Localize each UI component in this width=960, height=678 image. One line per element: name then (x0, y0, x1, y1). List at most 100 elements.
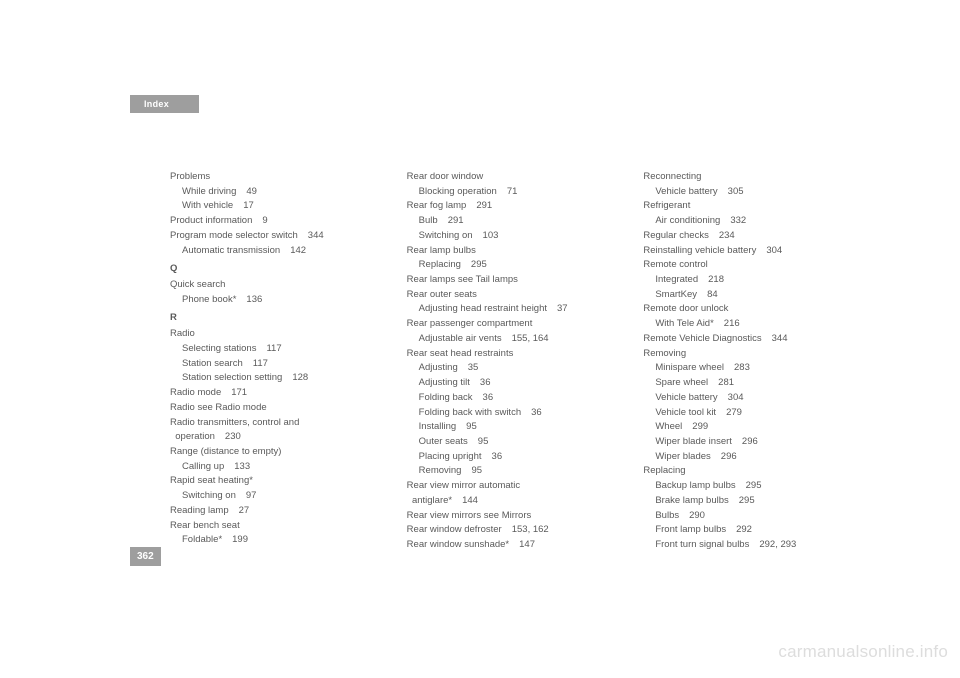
index-entry-text: Placing upright (419, 451, 482, 462)
index-entry-page: 95 (478, 436, 489, 447)
index-entry-page: 296 (721, 451, 737, 462)
index-entry: Problems (170, 170, 377, 185)
index-entry: Calling up133 (170, 460, 377, 475)
index-entry: Bulb291 (407, 214, 614, 229)
index-entry-page: 344 (308, 230, 324, 241)
index-entry-text: Adjusting head restraint height (419, 303, 547, 314)
index-entry-page: 17 (243, 200, 254, 211)
index-entry-text: Reading lamp (170, 505, 229, 516)
index-entry-text: antiglare* (407, 495, 452, 506)
index-entry-text: Regular checks (643, 230, 708, 241)
index-entry: Remote control (643, 258, 850, 273)
index-entry-text: Minispare wheel (655, 362, 724, 373)
index-entry: Blocking operation71 (407, 185, 614, 200)
index-entry-text: Program mode selector switch (170, 230, 298, 241)
index-entry-page: 153, 162 (512, 524, 549, 535)
index-entry-page: 128 (292, 372, 308, 383)
index-entry-text: Rear passenger compartment (407, 318, 533, 329)
index-entry-text: Switching on (182, 490, 236, 501)
index-entry: Selecting stations117 (170, 342, 377, 357)
index-entry-text: Reconnecting (643, 171, 701, 182)
index-entry-page: 291 (448, 215, 464, 226)
index-entry-text: Rear lamp bulbs (407, 245, 476, 256)
index-entry-page: 117 (266, 343, 281, 354)
index-entry-page: 97 (246, 490, 257, 501)
index-entry: Installing95 (407, 420, 614, 435)
index-entry-page: 36 (480, 377, 491, 388)
index-entry: Vehicle tool kit279 (643, 406, 850, 421)
index-entry-text: Radio see Radio mode (170, 402, 267, 413)
index-entry-text: Quick search (170, 279, 225, 290)
index-entry-page: 305 (728, 186, 744, 197)
index-entry-text: Station selection setting (182, 372, 282, 383)
index-entry-page: 199 (232, 534, 248, 545)
index-entry-text: Rear view mirror automatic (407, 480, 521, 491)
index-entry: Vehicle battery305 (643, 185, 850, 200)
index-entry-text: Folding back (419, 392, 473, 403)
index-entry: Foldable* 199 (170, 533, 377, 548)
index-entry-text: Installing (419, 421, 457, 432)
index-entry: Wiper blades296 (643, 450, 850, 465)
index-entry-text: Radio transmitters, control and (170, 417, 299, 428)
index-entry: Replacing295 (407, 258, 614, 273)
index-entry-page: 49 (246, 186, 257, 197)
index-entry-text: Spare wheel (655, 377, 708, 388)
index-entry: Brake lamp bulbs295 (643, 494, 850, 509)
index-entry-page: 84 (707, 289, 718, 300)
index-entry-text: Replacing (643, 465, 685, 476)
index-entry-page: 144 (462, 495, 478, 506)
index-entry-text: Wiper blade insert (655, 436, 732, 447)
index-entry: Wheel 299 (643, 420, 850, 435)
index-entry: Rear bench seat (170, 519, 377, 534)
index-entry: Radio see Radio mode (170, 401, 377, 416)
index-letter-heading: Q (170, 262, 377, 277)
index-entry-text: Backup lamp bulbs (655, 480, 735, 491)
index-entry: Replacing (643, 464, 850, 479)
index-entry: Minispare wheel283 (643, 361, 850, 376)
index-entry-page: 171 (231, 387, 247, 398)
index-entry-text: Phone book* (182, 294, 236, 305)
index-entry: Front turn signal bulbs292, 293 (643, 538, 850, 553)
index-entry: Rear seat head restraints (407, 347, 614, 362)
index-entry-text: Adjusting tilt (419, 377, 470, 388)
index-entry: Front lamp bulbs 292 (643, 523, 850, 538)
index-entry-text: Air conditioning (655, 215, 720, 226)
index-entry-page: 36 (492, 451, 503, 462)
index-entry: Program mode selector switch 344 (170, 229, 377, 244)
index-entry: Product information9 (170, 214, 377, 229)
index-entry-text: Adjusting (419, 362, 458, 373)
index-entry-text: Foldable* (182, 534, 222, 545)
index-entry: Rapid seat heating* (170, 474, 377, 489)
index-entry: Reading lamp27 (170, 504, 377, 519)
index-entry-page: 218 (708, 274, 724, 285)
index-entry-text: Rear outer seats (407, 289, 477, 300)
index-entry-page: 36 (483, 392, 494, 403)
index-entry: Refrigerant (643, 199, 850, 214)
index-entry: Adjusting head restraint height37 (407, 302, 614, 317)
index-entry: Switching on103 (407, 229, 614, 244)
index-entry-page: 295 (471, 259, 487, 270)
index-entry-text: Front lamp bulbs (655, 524, 726, 535)
section-title: Index (144, 99, 169, 109)
index-entry-text: Rear door window (407, 171, 484, 182)
index-entry-page: 71 (507, 186, 518, 197)
index-entry-text: Removing (643, 348, 686, 359)
index-entry: Phone book*136 (170, 293, 377, 308)
index-entry-page: 155, 164 (512, 333, 549, 344)
index-entry-text: Radio (170, 328, 195, 339)
index-entry: Station selection setting 128 (170, 371, 377, 386)
index-entry: Station search117 (170, 357, 377, 372)
index-entry: Switching on 97 (170, 489, 377, 504)
index-entry-page: 117 (253, 358, 268, 369)
index-entry-page: 292 (736, 524, 752, 535)
index-entry: Rear door window (407, 170, 614, 185)
index-entry-text: Radio mode (170, 387, 221, 398)
index-entry: Reconnecting (643, 170, 850, 185)
index-entry-text: Rear bench seat (170, 520, 240, 531)
index-entry-page: 299 (692, 421, 708, 432)
index-entry: While driving49 (170, 185, 377, 200)
index-entry-text: Wheel (655, 421, 682, 432)
index-entry: Rear view mirrors see Mirrors (407, 509, 614, 524)
index-entry-text: Rear fog lamp (407, 200, 467, 211)
index-entry-text: Rear window sunshade* (407, 539, 509, 550)
